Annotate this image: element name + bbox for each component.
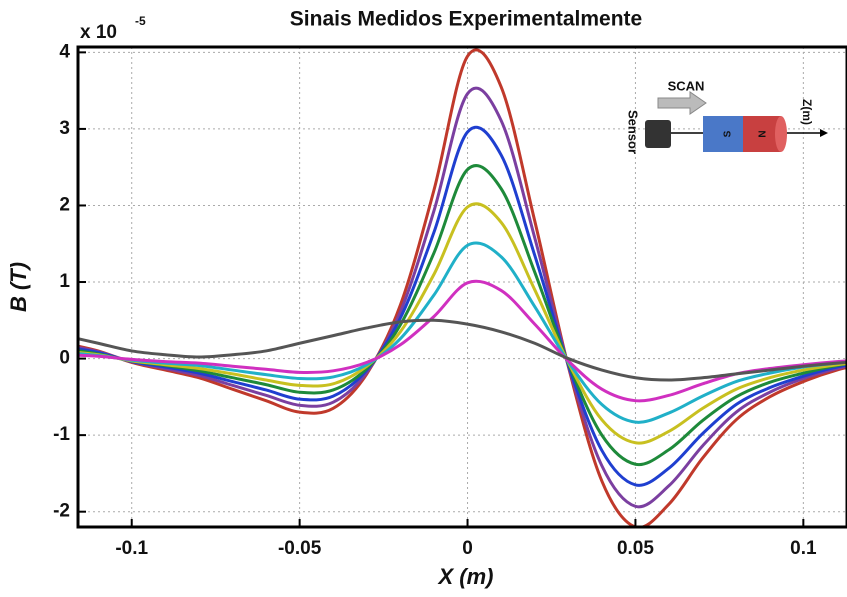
y-axis-label: B (T) (6, 262, 31, 312)
y-tick-label: 3 (59, 118, 70, 139)
inset-magnet-n (743, 116, 781, 152)
y-tick-label: 4 (59, 41, 70, 62)
inset: SCAN Sensor S N Z(m) (626, 78, 828, 154)
chart-title: Sinais Medidos Experimentalmente (290, 8, 642, 31)
inset-sensor-label: Sensor (626, 110, 641, 154)
x-tick-label: 0.05 (617, 538, 654, 559)
plot-frame (76, 45, 847, 529)
y-tick-label: -2 (53, 501, 70, 522)
x-axis-label: X (m) (437, 564, 494, 589)
inset-scan-arrow (657, 91, 707, 115)
x-tick-label: -0.05 (278, 538, 322, 559)
y-tick-label: 2 (59, 194, 70, 215)
y-tick-label: 1 (59, 271, 70, 292)
series-line (78, 86, 847, 509)
series-line (78, 241, 847, 424)
series-line (78, 202, 847, 445)
y-scale-exponent: -5 (135, 14, 146, 28)
inset-n: N (758, 130, 769, 137)
y-tick-label: -1 (53, 424, 70, 445)
inset-axis-label: Z(m) (800, 99, 814, 125)
inset-magnet-s (703, 116, 743, 152)
inset-scan: SCAN (668, 78, 705, 93)
y-tick-label: 0 (59, 348, 70, 369)
inset-arrow (820, 129, 828, 137)
lines (78, 48, 847, 527)
series-line (78, 164, 847, 467)
x-tick-label: -0.1 (115, 538, 148, 559)
x-tick-label: 0.1 (790, 538, 817, 559)
series-line (78, 48, 847, 527)
series-line (78, 318, 847, 382)
x-tick-label: 0 (462, 538, 473, 559)
y-scale-label: x 10 (80, 22, 117, 43)
series-line (78, 125, 847, 487)
inset-sensor (645, 120, 671, 148)
inset-magnet-end (775, 116, 787, 152)
inset-s: S (723, 130, 734, 137)
